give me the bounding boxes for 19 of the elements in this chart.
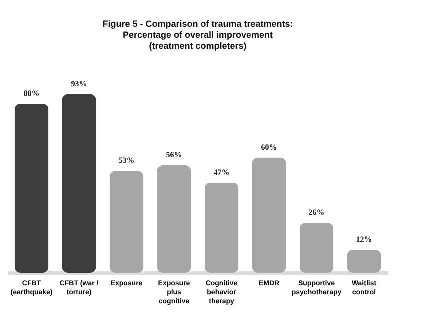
bar [347,250,382,273]
bar [204,182,239,273]
data-label: 47% [214,168,230,177]
data-label: 93% [71,79,88,88]
data-label: 60% [261,142,278,152]
bar [62,94,96,273]
text: Percentage of overall improvement [122,30,274,40]
text: (treatment completers) [149,41,247,51]
data-label: 56% [166,150,182,160]
bar [300,223,334,273]
bar [14,104,49,273]
text: Figure 5 - Comparison of trauma treatments: [102,19,294,29]
bar [157,165,192,273]
data-label: 12% [356,234,372,244]
data-label: 53% [118,156,135,166]
data-label: 88% [24,89,40,98]
data-label: 26% [308,208,325,218]
bar [252,158,286,273]
bar [110,171,144,273]
